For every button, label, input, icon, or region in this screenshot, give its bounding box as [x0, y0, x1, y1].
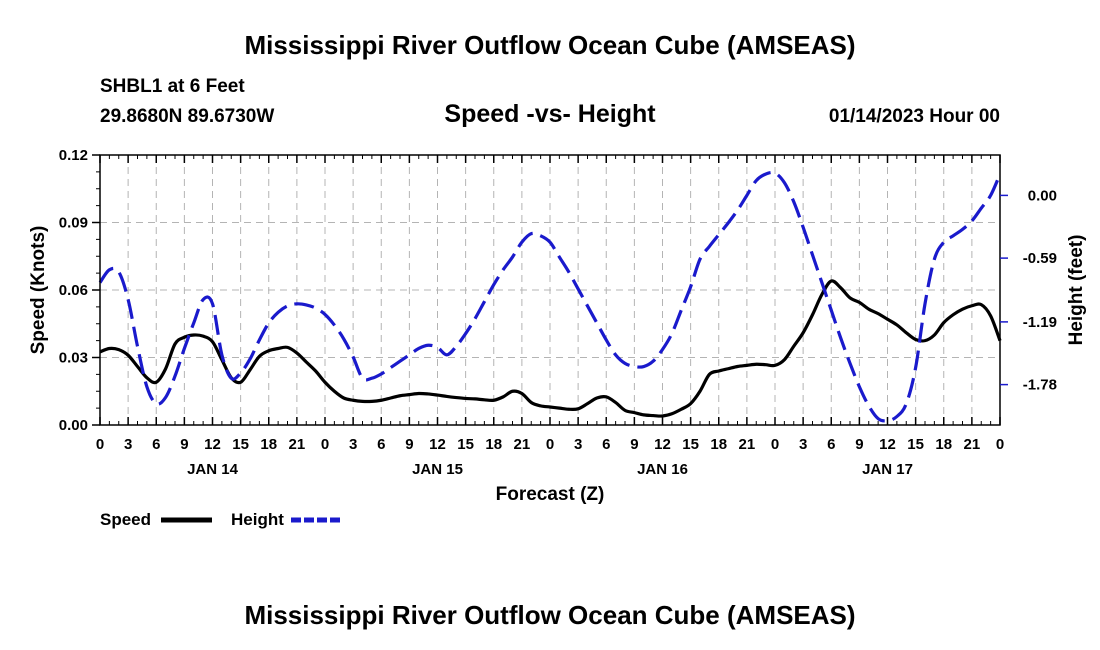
x-tick-label: 18 — [485, 436, 502, 453]
x-tick-label: 6 — [602, 436, 610, 453]
chart-subtitle: Speed -vs- Height — [444, 100, 656, 128]
series-line-height — [98, 170, 1002, 423]
x-tick-label: 3 — [349, 436, 357, 453]
axis-labels: 0 3 6 9 12 15 18 21 0 3 6 9 12 15 18 21 0 3 6 9 12 15 18 21 0 3 6 9… — [59, 147, 1057, 478]
chart-title-repeat: Mississippi River Outflow Ocean Cube (AM… — [244, 600, 856, 630]
y2-tick-label: -0.59 — [1023, 250, 1057, 267]
y-tick-label: 0.06 — [59, 282, 88, 299]
x-tick-label: 9 — [630, 436, 638, 453]
y2-tick-label: 0.00 — [1028, 187, 1057, 204]
legend-label-speed: Speed — [100, 510, 151, 529]
x-tick-label: 12 — [879, 436, 896, 453]
station-coordinates: 29.8680N 89.6730W — [100, 106, 275, 127]
station-label: SHBL1 at 6 Feet — [100, 76, 245, 97]
x-tick-label: 21 — [964, 436, 981, 453]
y-tick-label: 0.09 — [59, 215, 88, 232]
x-tick-label: 3 — [124, 436, 132, 453]
grid-lines — [100, 155, 1000, 425]
x-tick-label: 0 — [771, 436, 779, 453]
x-tick-label: 15 — [232, 436, 249, 453]
x-day-label: JAN 17 — [862, 461, 913, 478]
x-tick-label: 15 — [682, 436, 699, 453]
y-axis-title: Speed (Knots) — [28, 226, 49, 355]
x-tick-label: 3 — [799, 436, 807, 453]
x-tick-label: 18 — [260, 436, 277, 453]
y2-axis-title: Height (feet) — [1066, 235, 1087, 346]
x-day-label: JAN 16 — [637, 461, 688, 478]
y2-tick-label: -1.78 — [1023, 377, 1057, 394]
x-tick-label: 0 — [321, 436, 329, 453]
legend: Speed Height — [100, 510, 342, 529]
y-tick-label: 0.03 — [59, 350, 88, 367]
axis-ticks — [92, 154, 1008, 426]
x-axis-title: Forecast (Z) — [496, 484, 605, 505]
forecast-datetime: 01/14/2023 Hour 00 — [828, 106, 1000, 127]
series-lines — [98, 170, 1002, 423]
x-tick-label: 0 — [996, 436, 1004, 453]
x-tick-label: 15 — [907, 436, 924, 453]
x-tick-label: 12 — [654, 436, 671, 453]
x-tick-label: 9 — [405, 436, 413, 453]
x-day-label: JAN 14 — [187, 461, 239, 478]
x-tick-label: 12 — [429, 436, 446, 453]
y-tick-label: 0.12 — [59, 147, 88, 164]
x-tick-label: 6 — [377, 436, 385, 453]
x-tick-label: 21 — [514, 436, 531, 453]
x-tick-label: 6 — [827, 436, 835, 453]
x-tick-label: 18 — [935, 436, 952, 453]
y-tick-label: 0.00 — [59, 417, 88, 434]
series-line-speed — [99, 279, 1002, 418]
x-tick-label: 21 — [289, 436, 306, 453]
x-tick-label: 3 — [574, 436, 582, 453]
x-day-label: JAN 15 — [412, 461, 463, 478]
x-tick-label: 15 — [457, 436, 474, 453]
x-tick-label: 0 — [546, 436, 554, 453]
y2-tick-label: -1.19 — [1023, 314, 1057, 331]
x-tick-label: 9 — [180, 436, 188, 453]
x-tick-label: 21 — [739, 436, 756, 453]
x-tick-label: 12 — [204, 436, 221, 453]
legend-label-height: Height — [231, 510, 284, 529]
x-tick-label: 0 — [96, 436, 104, 453]
chart-title: Mississippi River Outflow Ocean Cube (AM… — [244, 30, 856, 60]
x-tick-label: 18 — [710, 436, 727, 453]
x-tick-label: 9 — [855, 436, 863, 453]
x-tick-label: 6 — [152, 436, 160, 453]
